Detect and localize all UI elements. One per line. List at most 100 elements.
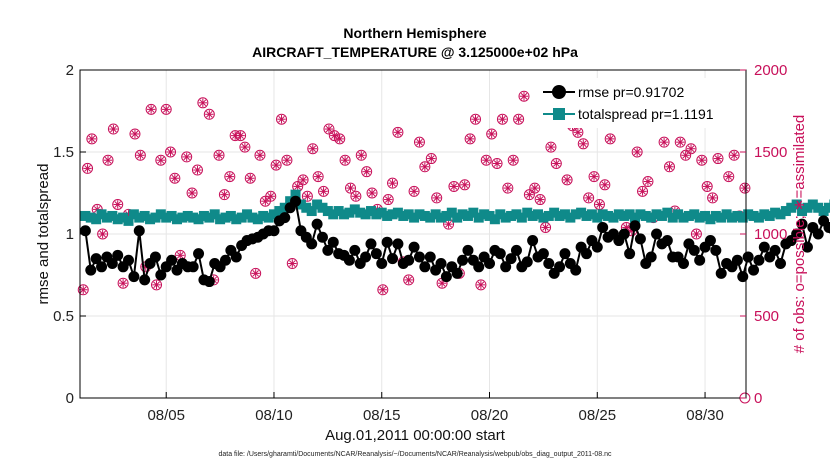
obs-assimilated-marker: [725, 173, 733, 180]
obs-assimilated-marker: [241, 143, 249, 151]
obs-possible-marker: [145, 103, 157, 115]
obs-assimilated-marker: [299, 176, 307, 184]
rmse-point: [376, 258, 388, 270]
obs-point: [117, 277, 129, 289]
totalspread-point: [716, 212, 727, 223]
obs-assimilated-marker: [137, 151, 144, 159]
obs-possible-marker: [366, 187, 378, 199]
obs-point: [129, 128, 141, 140]
obs-point: [523, 189, 535, 201]
obs-assimilated-marker: [601, 181, 609, 189]
obs-point: [197, 97, 209, 109]
obs-possible-marker: [276, 113, 288, 125]
obs-point: [459, 179, 471, 191]
obs-possible-marker: [599, 179, 611, 191]
totalspread-point: [516, 212, 527, 223]
totalspread-point: [139, 210, 150, 221]
totalspread-point: [565, 212, 576, 223]
totalspread-point: [823, 202, 830, 213]
y-tick-label-right: 2000: [754, 62, 787, 79]
totalspread-point: [489, 214, 500, 225]
obs-possible-marker: [604, 133, 616, 145]
rmse-point: [694, 254, 706, 266]
totalspread-point: [538, 212, 549, 223]
rmse-point: [370, 248, 382, 260]
obs-possible-marker: [459, 179, 471, 191]
obs-assimilated-marker: [666, 163, 673, 171]
obs-assimilated-marker: [693, 230, 700, 238]
obs-point: [254, 149, 266, 161]
obs-possible-marker: [642, 176, 654, 188]
totalspread-point: [700, 210, 711, 221]
totalspread-point: [107, 210, 118, 221]
totalspread-point: [662, 207, 673, 218]
obs-assimilated-marker: [237, 132, 244, 139]
totalspread-point: [743, 209, 754, 220]
totalspread-point: [436, 212, 447, 223]
obs-possible-marker: [491, 157, 503, 169]
obs-assimilated-marker: [194, 166, 201, 174]
totalspread-point: [91, 214, 102, 225]
rmse-point: [408, 241, 420, 253]
x-tick-label: 08/15: [363, 407, 401, 424]
obs-possible-marker: [419, 161, 431, 173]
obs-point: [674, 136, 686, 148]
rmse-point: [581, 248, 593, 260]
obs-possible-marker: [701, 180, 713, 192]
obs-point: [443, 218, 455, 230]
rmse-point: [128, 271, 140, 283]
obs-assimilated-marker: [226, 173, 234, 180]
obs-possible-marker: [502, 182, 514, 194]
totalspread-point: [586, 209, 597, 220]
totalspread-point: [597, 209, 608, 220]
obs-possible-marker: [377, 284, 389, 296]
totalspread-point: [753, 212, 764, 223]
obs-assimilated-marker: [531, 184, 539, 192]
rmse-point: [597, 221, 609, 233]
obs-assimilated-marker: [466, 135, 474, 143]
obs-assimilated-marker: [347, 184, 354, 192]
obs-assimilated-marker: [119, 279, 127, 287]
obs-point: [513, 113, 525, 125]
rmse-point: [559, 248, 571, 260]
totalspread-point: [802, 202, 813, 213]
obs-point: [151, 279, 163, 291]
obs-possible-marker: [561, 174, 573, 186]
totalspread-point: [85, 212, 96, 223]
totalspread-point: [258, 210, 269, 221]
obs-assimilated-marker: [283, 156, 291, 164]
obs-point: [382, 194, 394, 206]
totalspread-point: [392, 207, 403, 218]
obs-point: [112, 198, 124, 210]
totalspread-point: [145, 214, 156, 225]
obs-assimilated-marker: [363, 168, 370, 176]
obs-possible-marker: [129, 128, 141, 140]
obs-point: [281, 154, 293, 166]
rmse-point: [758, 241, 770, 253]
obs-assimilated-marker: [639, 188, 646, 195]
totalspread-point: [554, 210, 565, 221]
totalspread-point: [242, 209, 253, 220]
obs-assimilated-marker: [547, 143, 555, 151]
totalspread-point: [726, 212, 737, 223]
obs-point: [213, 149, 225, 161]
rmse-point: [166, 254, 178, 266]
totalspread-point: [721, 209, 732, 220]
obs-point: [583, 192, 595, 204]
obs-assimilated-marker: [504, 184, 512, 192]
obs-point: [642, 176, 654, 188]
totalspread-point: [813, 202, 824, 213]
obs-assimilated-marker: [421, 163, 429, 171]
rmse-point: [440, 271, 452, 283]
totalspread-point: [624, 209, 635, 220]
rmse-point: [133, 225, 145, 237]
totalspread-point: [339, 209, 350, 220]
obs-possible-marker: [496, 113, 508, 125]
obs-possible-marker: [213, 149, 225, 161]
obs-point: [270, 159, 282, 171]
obs-assimilated-marker: [741, 184, 749, 192]
rmse-point: [219, 254, 231, 266]
obs-assimilated-marker: [153, 281, 160, 289]
obs-possible-marker: [728, 149, 740, 161]
totalspread-point: [511, 209, 522, 220]
